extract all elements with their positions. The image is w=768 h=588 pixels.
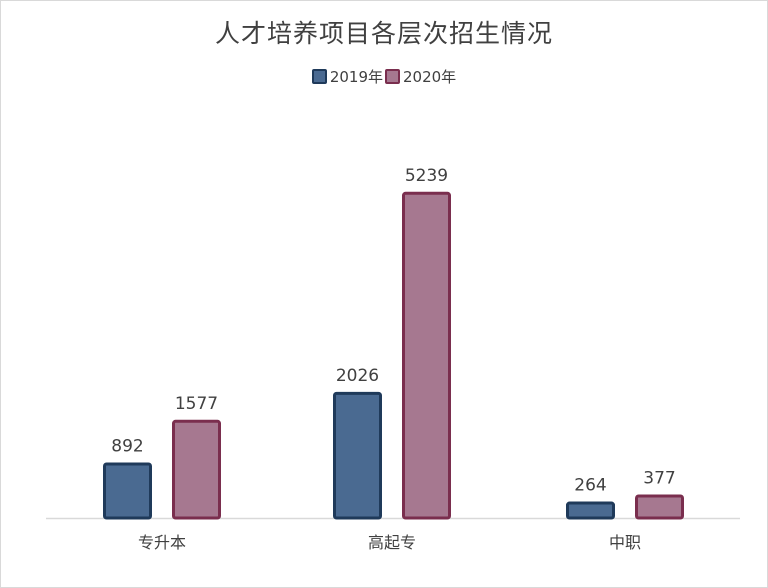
data-label-2019年-高起专: 2026 (336, 366, 379, 386)
legend-label-2020: 2020年 (403, 68, 457, 86)
x-tick-label-中职: 中职 (609, 533, 641, 552)
bar-2019年-高起专 (333, 391, 382, 520)
bar-2020年-中职 (635, 494, 684, 520)
bar-2020年-专升本 (172, 419, 221, 520)
legend-item-2019: 2019年 (311, 66, 383, 87)
chart-legend: 2019年 2020年 (0, 66, 768, 87)
chart-title: 人才培养项目各层次招生情况 (214, 19, 553, 48)
data-label-2020年-专升本: 1577 (175, 394, 218, 414)
x-tick-label-专升本: 专升本 (138, 533, 186, 552)
data-label-2020年-中职: 377 (643, 469, 675, 489)
legend-swatch-2019 (311, 69, 327, 84)
data-label-2019年-中职: 264 (574, 476, 606, 496)
x-tick-label-高起专: 高起专 (368, 533, 416, 552)
bar-2019年-中职 (566, 501, 615, 520)
data-label-2020年-高起专: 5239 (405, 166, 448, 186)
legend-label-2019: 2019年 (329, 68, 383, 86)
data-label-2019年-专升本: 892 (111, 436, 143, 456)
legend-swatch-2020 (385, 69, 400, 84)
legend-item-2020: 2020年 (385, 66, 456, 87)
bar-2019年-专升本 (103, 462, 152, 520)
bar-2020年-高起专 (402, 191, 451, 520)
